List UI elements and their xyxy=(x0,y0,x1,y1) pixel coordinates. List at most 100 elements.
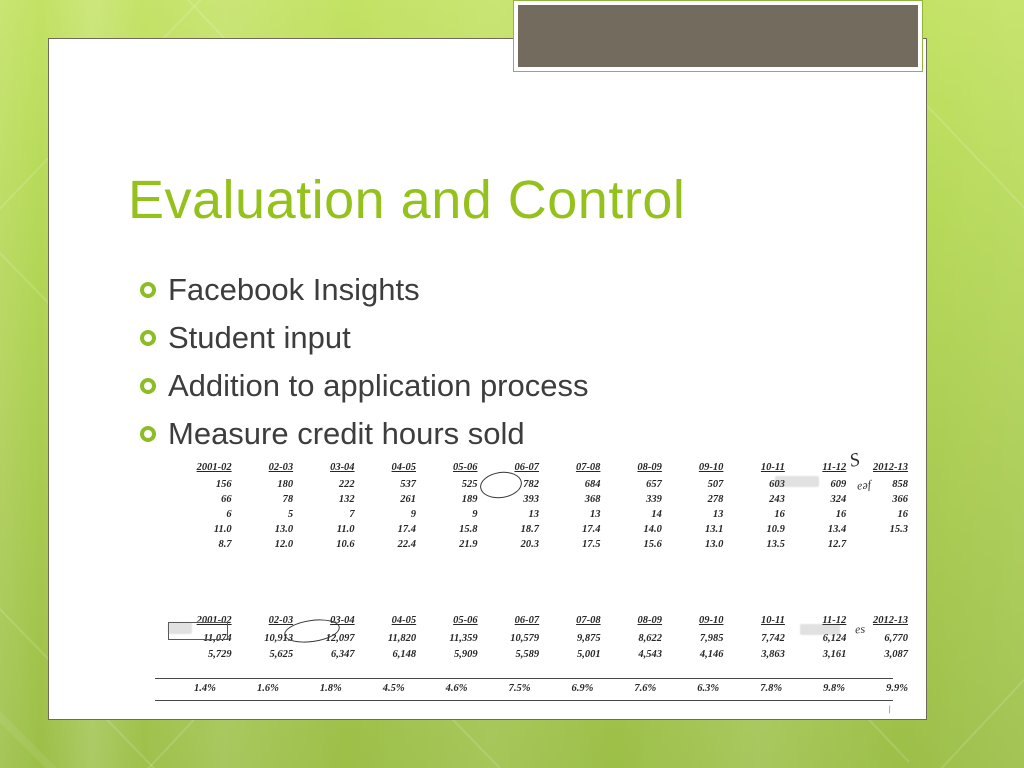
table-cell: 9.9% xyxy=(886,683,908,694)
table-cell: 1.6% xyxy=(256,683,279,694)
table-cell: 13.5 xyxy=(766,539,785,550)
ring-bullet-icon xyxy=(140,282,156,298)
column-header: 09-10 xyxy=(698,614,724,626)
table-cell: 339 xyxy=(646,494,662,505)
table-cell: 609 xyxy=(830,479,847,490)
table-cell: 9,875 xyxy=(576,632,601,644)
table-cell: 6,124 xyxy=(822,632,847,644)
column-header: 04-05 xyxy=(391,462,417,473)
table-cell: 4.5% xyxy=(382,683,405,694)
table-cell: 4.6% xyxy=(445,683,468,694)
table-cell: 5,625 xyxy=(269,648,294,660)
column-header: 02-03 xyxy=(268,462,294,473)
column-header: 03-04 xyxy=(330,462,355,473)
scanned-table-image: 2001-02 02-03 03-04 04-05 05-06 06-07 07… xyxy=(150,449,910,716)
table-cell: 9 xyxy=(472,509,478,520)
table-cell: 525 xyxy=(461,479,478,490)
list-item-label: Student input xyxy=(168,320,351,355)
ring-bullet-icon xyxy=(140,426,156,442)
table-cell: 9.8% xyxy=(823,683,845,694)
table-cell: 6,148 xyxy=(392,648,417,660)
table-cell: 1.4% xyxy=(194,683,216,694)
table-cell: 7.5% xyxy=(508,683,531,694)
table-cell: 324 xyxy=(830,494,847,505)
table-cell: 7 xyxy=(349,509,355,520)
table-cell: 189 xyxy=(461,494,478,505)
table-cell: 13 xyxy=(589,509,601,520)
table-cell: 366 xyxy=(892,494,908,505)
table-cell: 8.7 xyxy=(218,539,232,550)
table-cell: 11,074 xyxy=(203,632,232,644)
table-cell: 3,087 xyxy=(884,648,908,660)
table-cell: 11,820 xyxy=(387,632,417,644)
table-cell: 12.7 xyxy=(827,539,847,550)
column-header: 09-10 xyxy=(698,462,724,473)
column-header: 06-07 xyxy=(514,614,540,626)
list-item-label: Facebook Insights xyxy=(168,272,420,307)
scanned-table-a: 2001-02 02-03 03-04 04-05 05-06 06-07 07… xyxy=(172,460,910,552)
list-item: Measure credit hours sold xyxy=(140,410,820,458)
table-cell: 13 xyxy=(712,509,724,520)
table-cell: 657 xyxy=(646,479,662,490)
table-cell: 11.0 xyxy=(213,524,232,535)
bullet-list: Facebook Insights Student input Addition… xyxy=(140,266,820,458)
table-cell: 15.6 xyxy=(643,539,662,550)
column-header: 07-08 xyxy=(575,462,601,473)
table-row: 6 5 7 9 9 13 13 14 13 16 16 16 xyxy=(172,507,910,522)
table-cell: 18.7 xyxy=(520,524,539,535)
column-header: 03-04 xyxy=(330,614,355,626)
column-header: 10-11 xyxy=(760,614,785,626)
table-cell: 13.0 xyxy=(705,539,724,550)
column-header: 2001-02 xyxy=(196,462,232,473)
table-cell: 10,913 xyxy=(264,632,294,644)
table-cell: 782 xyxy=(523,479,539,490)
table-cell: 7,742 xyxy=(761,632,785,644)
table-cell: 7.8% xyxy=(760,683,783,694)
table-cell: 243 xyxy=(769,494,785,505)
table-cell: 7.6% xyxy=(634,683,657,694)
table-cell: 10.9 xyxy=(766,524,785,535)
column-header: 11-12 xyxy=(822,462,847,473)
table-cell: 3,161 xyxy=(822,648,847,660)
table-cell: 17.4 xyxy=(397,524,417,535)
table-cell xyxy=(848,537,910,552)
table-cell: 78 xyxy=(282,494,294,505)
table-cell: 507 xyxy=(707,479,724,490)
column-header: 05-06 xyxy=(453,614,478,626)
table-rule-top xyxy=(155,678,893,679)
table-cell: 4,543 xyxy=(638,648,663,660)
table-cell: 368 xyxy=(584,494,601,505)
table-cell: 21.9 xyxy=(459,539,478,550)
table-cell: 16 xyxy=(774,509,785,520)
table-cell: 5,589 xyxy=(515,648,540,660)
list-item-label: Measure credit hours sold xyxy=(168,416,525,451)
table-cell: 261 xyxy=(400,494,417,505)
table-cell: 14 xyxy=(651,509,662,520)
column-header: 10-11 xyxy=(760,462,785,473)
scanned-table-b: 2001-02 02-03 03-04 04-05 05-06 06-07 07… xyxy=(172,612,910,662)
scan-smudge xyxy=(168,622,192,634)
table-cell: 5,729 xyxy=(207,648,232,660)
table-cell: 1.8% xyxy=(319,683,342,694)
table-cell: 5 xyxy=(287,509,294,520)
column-header: 2012-13 xyxy=(873,614,908,626)
table-cell: 8,622 xyxy=(638,632,663,644)
column-header: 07-08 xyxy=(576,614,601,626)
table-cell: 66 xyxy=(221,494,232,505)
table-cell: 13 xyxy=(528,509,539,520)
page-title: Evaluation and Control xyxy=(128,170,686,230)
slide-canvas xyxy=(48,38,927,720)
scan-smudge xyxy=(775,476,819,487)
scan-smudge xyxy=(800,624,840,635)
decor-top-bar xyxy=(513,0,923,72)
table-cell: 20.3 xyxy=(520,539,539,550)
table-row: 8.7 12.0 10.6 22.4 21.9 20.3 17.5 15.6 1… xyxy=(172,537,910,552)
table-row: 5,729 5,625 6,347 6,148 5,909 5,589 5,00… xyxy=(172,646,910,662)
table-cell: 6,770 xyxy=(884,632,908,644)
column-header: 11-12 xyxy=(822,614,847,626)
ring-bullet-icon xyxy=(140,330,156,346)
ring-bullet-icon xyxy=(140,378,156,394)
table-header-row: 2001-02 02-03 03-04 04-05 05-06 06-07 07… xyxy=(172,612,910,630)
table-cell: 6 xyxy=(226,509,232,520)
